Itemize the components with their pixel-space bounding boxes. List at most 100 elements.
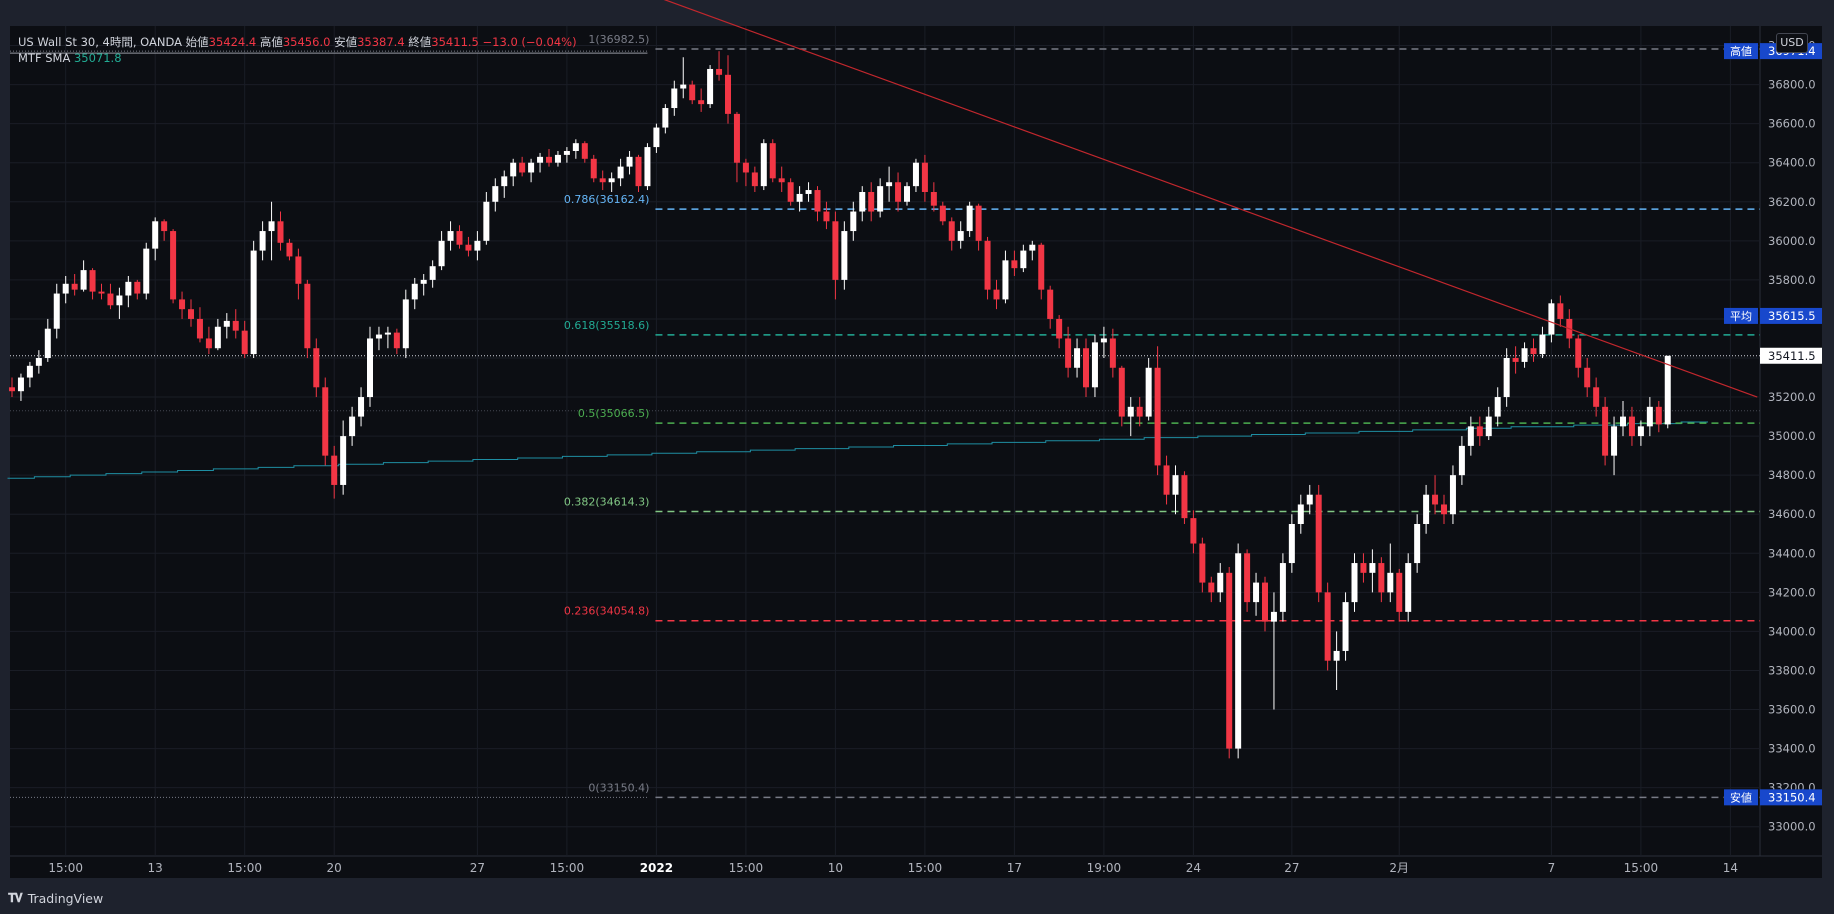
candle-body[interactable] <box>9 387 15 392</box>
candle-body[interactable] <box>1270 611 1277 622</box>
candle-body[interactable] <box>1441 504 1447 515</box>
candle-body[interactable] <box>841 231 848 280</box>
candle-body[interactable] <box>1602 406 1609 456</box>
candle-body[interactable] <box>331 455 338 485</box>
candle-body[interactable] <box>295 256 302 284</box>
indicator-legend[interactable]: MTF SMA 35071.8 <box>18 51 122 65</box>
candle-body[interactable] <box>1208 582 1215 593</box>
candle-body[interactable] <box>1530 348 1537 355</box>
candle-body[interactable] <box>44 328 51 358</box>
candle-body[interactable] <box>1342 602 1349 651</box>
candle-body[interactable] <box>152 221 159 249</box>
candle-body[interactable] <box>1253 582 1260 603</box>
candle-body[interactable] <box>98 291 105 294</box>
candle-body[interactable] <box>1100 338 1107 343</box>
candle-body[interactable] <box>1485 416 1492 437</box>
candle-body[interactable] <box>143 248 150 294</box>
candle-body[interactable] <box>1136 406 1143 417</box>
candle-body[interactable] <box>1181 475 1188 519</box>
candle-body[interactable] <box>80 270 87 290</box>
price-axis[interactable] <box>1760 26 1822 856</box>
candle-body[interactable] <box>519 162 526 173</box>
candle-body[interactable] <box>1512 358 1519 362</box>
candle-body[interactable] <box>1655 406 1662 425</box>
candle-body[interactable] <box>420 279 427 284</box>
candle-body[interactable] <box>1011 260 1018 269</box>
mtf-sma-line[interactable] <box>7 421 1709 479</box>
candle-body[interactable] <box>966 205 973 232</box>
candle-body[interactable] <box>1360 563 1367 573</box>
candle-body[interactable] <box>1387 572 1394 593</box>
candle-body[interactable] <box>1262 582 1268 622</box>
candle-body[interactable] <box>608 178 615 183</box>
candle-body[interactable] <box>1315 494 1322 593</box>
candle-body[interactable] <box>205 338 212 349</box>
candle-body[interactable] <box>1521 348 1528 362</box>
candle-body[interactable] <box>1226 572 1233 749</box>
candle-body[interactable] <box>17 377 24 392</box>
candle-body[interactable] <box>554 154 561 163</box>
candle-body[interactable] <box>1620 416 1626 427</box>
candle-body[interactable] <box>188 309 194 319</box>
brand-label[interactable]: TradingView <box>27 890 104 906</box>
candle-body[interactable] <box>322 387 329 456</box>
candle-body[interactable] <box>1109 338 1116 368</box>
candle-body[interactable] <box>1432 494 1439 505</box>
candle-body[interactable] <box>1414 524 1421 564</box>
candle-body[interactable] <box>912 162 919 187</box>
candle-body[interactable] <box>71 283 78 290</box>
candle-body[interactable] <box>796 193 803 202</box>
candle-body[interactable] <box>510 162 517 177</box>
candle-body[interactable] <box>859 192 866 212</box>
candle-body[interactable] <box>1503 358 1510 398</box>
candle-body[interactable] <box>1020 250 1027 269</box>
candle-body[interactable] <box>1467 426 1474 446</box>
candle-body[interactable] <box>1288 524 1295 564</box>
candle-body[interactable] <box>563 150 570 155</box>
candle-body[interactable] <box>1369 563 1376 573</box>
candle-body[interactable] <box>1038 244 1045 290</box>
candle-body[interactable] <box>501 176 508 187</box>
candle-body[interactable] <box>268 221 275 232</box>
candle-body[interactable] <box>116 295 123 306</box>
candle-body[interactable] <box>850 211 857 232</box>
candle-body[interactable] <box>814 190 821 212</box>
candle-body[interactable] <box>179 299 186 310</box>
candle-body[interactable] <box>1029 244 1036 251</box>
candle-body[interactable] <box>1333 650 1340 661</box>
trend-line[interactable] <box>630 0 1758 398</box>
candle-body[interactable] <box>1351 563 1358 603</box>
candle-body[interactable] <box>411 283 418 300</box>
candle-body[interactable] <box>930 192 937 206</box>
candle-body[interactable] <box>1611 426 1618 456</box>
candle-body[interactable] <box>948 221 955 241</box>
candle-body[interactable] <box>1217 572 1224 593</box>
candle-body[interactable] <box>751 172 758 187</box>
candle-body[interactable] <box>393 332 400 349</box>
candle-body[interactable] <box>277 221 284 243</box>
candle-body[interactable] <box>53 293 60 329</box>
candle-body[interactable] <box>698 100 705 105</box>
candle-body[interactable] <box>375 334 382 339</box>
candle-body[interactable] <box>599 178 606 183</box>
plot-area[interactable] <box>10 26 1760 856</box>
candle-body[interactable] <box>1637 426 1644 437</box>
candle-body[interactable] <box>241 330 248 355</box>
candle-body[interactable] <box>1458 445 1465 476</box>
candle-body[interactable] <box>134 281 141 294</box>
candle-body[interactable] <box>823 211 830 222</box>
candle-body[interactable] <box>957 231 964 241</box>
candle-body[interactable] <box>1297 504 1304 524</box>
candle-body[interactable] <box>1163 465 1170 495</box>
candle-body[interactable] <box>581 143 588 159</box>
candle-body[interactable] <box>617 166 624 179</box>
candle-body[interactable] <box>769 143 776 179</box>
candle-body[interactable] <box>1065 338 1072 368</box>
candle-body[interactable] <box>590 158 597 179</box>
candle-body[interactable] <box>492 186 499 202</box>
candle-body[interactable] <box>787 182 794 202</box>
candle-body[interactable] <box>304 283 311 349</box>
candle-body[interactable] <box>653 127 660 148</box>
candle-body[interactable] <box>349 416 356 437</box>
